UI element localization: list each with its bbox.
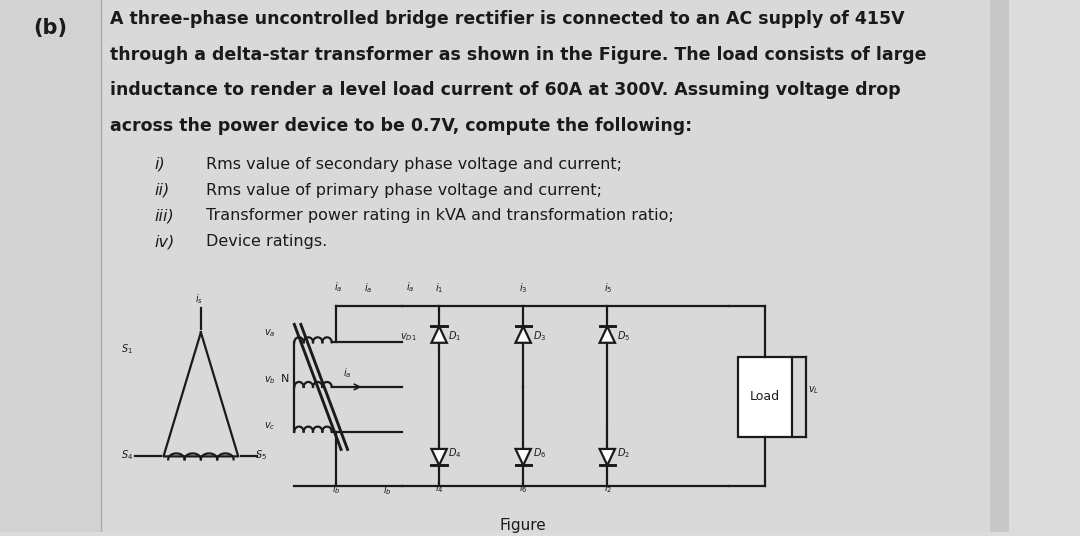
Text: $i_1$: $i_1$ <box>435 282 444 295</box>
Text: $D_5$: $D_5$ <box>617 329 630 343</box>
Polygon shape <box>431 326 447 343</box>
Text: Rms value of primary phase voltage and current;: Rms value of primary phase voltage and c… <box>205 183 602 198</box>
Text: iii): iii) <box>154 209 174 224</box>
Text: through a delta-star transformer as shown in the Figure. The load consists of la: through a delta-star transformer as show… <box>110 46 927 64</box>
Text: $v_a$: $v_a$ <box>265 327 275 339</box>
Text: Device ratings.: Device ratings. <box>205 234 327 249</box>
Bar <box>990 0 1009 532</box>
Text: $D_2$: $D_2$ <box>617 446 630 460</box>
Polygon shape <box>431 449 447 465</box>
Text: $i_b$: $i_b$ <box>383 483 392 497</box>
Polygon shape <box>599 449 615 465</box>
Text: $i_a$: $i_a$ <box>364 282 373 295</box>
Text: inductance to render a level load current of 60A at 300V. Assuming voltage drop: inductance to render a level load curren… <box>110 81 901 99</box>
Text: $i_b$: $i_b$ <box>332 482 340 496</box>
Text: $D_4$: $D_4$ <box>448 446 462 460</box>
Text: $D_3$: $D_3$ <box>532 329 545 343</box>
Text: $i_4$: $i_4$ <box>435 481 444 495</box>
Bar <box>738 357 793 436</box>
Text: across the power device to be 0.7V, compute the following:: across the power device to be 0.7V, comp… <box>110 117 692 135</box>
Text: $S_1$: $S_1$ <box>121 342 133 356</box>
Polygon shape <box>515 326 531 343</box>
Text: $i_a$: $i_a$ <box>406 281 415 294</box>
Text: $i_5$: $i_5$ <box>604 282 612 295</box>
Text: $i_6$: $i_6$ <box>519 481 528 495</box>
Text: Transformer power rating in kVA and transformation ratio;: Transformer power rating in kVA and tran… <box>205 209 673 224</box>
Text: $v_b$: $v_b$ <box>265 374 276 386</box>
Text: $S_5$: $S_5$ <box>255 448 267 462</box>
Text: $i_2$: $i_2$ <box>604 481 611 495</box>
Text: A three-phase uncontrolled bridge rectifier is connected to an AC supply of 415V: A three-phase uncontrolled bridge rectif… <box>110 10 905 28</box>
Text: $D_6$: $D_6$ <box>532 446 546 460</box>
Polygon shape <box>515 449 531 465</box>
Text: Rms value of secondary phase voltage and current;: Rms value of secondary phase voltage and… <box>205 157 622 172</box>
Text: ii): ii) <box>154 183 170 198</box>
Text: N: N <box>281 374 289 384</box>
Text: Load: Load <box>751 390 780 404</box>
Text: $S_4$: $S_4$ <box>121 448 134 462</box>
Polygon shape <box>599 326 615 343</box>
Text: i): i) <box>154 157 165 172</box>
Text: $i_a$: $i_a$ <box>342 366 351 380</box>
Text: $D_1$: $D_1$ <box>448 329 461 343</box>
Bar <box>0 0 100 532</box>
Text: Figure: Figure <box>500 518 546 533</box>
Text: $i_3$: $i_3$ <box>519 282 528 295</box>
Text: iv): iv) <box>154 234 174 249</box>
Text: $v_L$: $v_L$ <box>808 384 820 396</box>
Text: $v_c$: $v_c$ <box>265 421 275 433</box>
Text: (b): (b) <box>33 18 67 38</box>
Text: $i_s$: $i_s$ <box>195 293 203 307</box>
Text: $i_a$: $i_a$ <box>334 280 342 294</box>
Text: $v_{D1}$: $v_{D1}$ <box>400 331 417 343</box>
